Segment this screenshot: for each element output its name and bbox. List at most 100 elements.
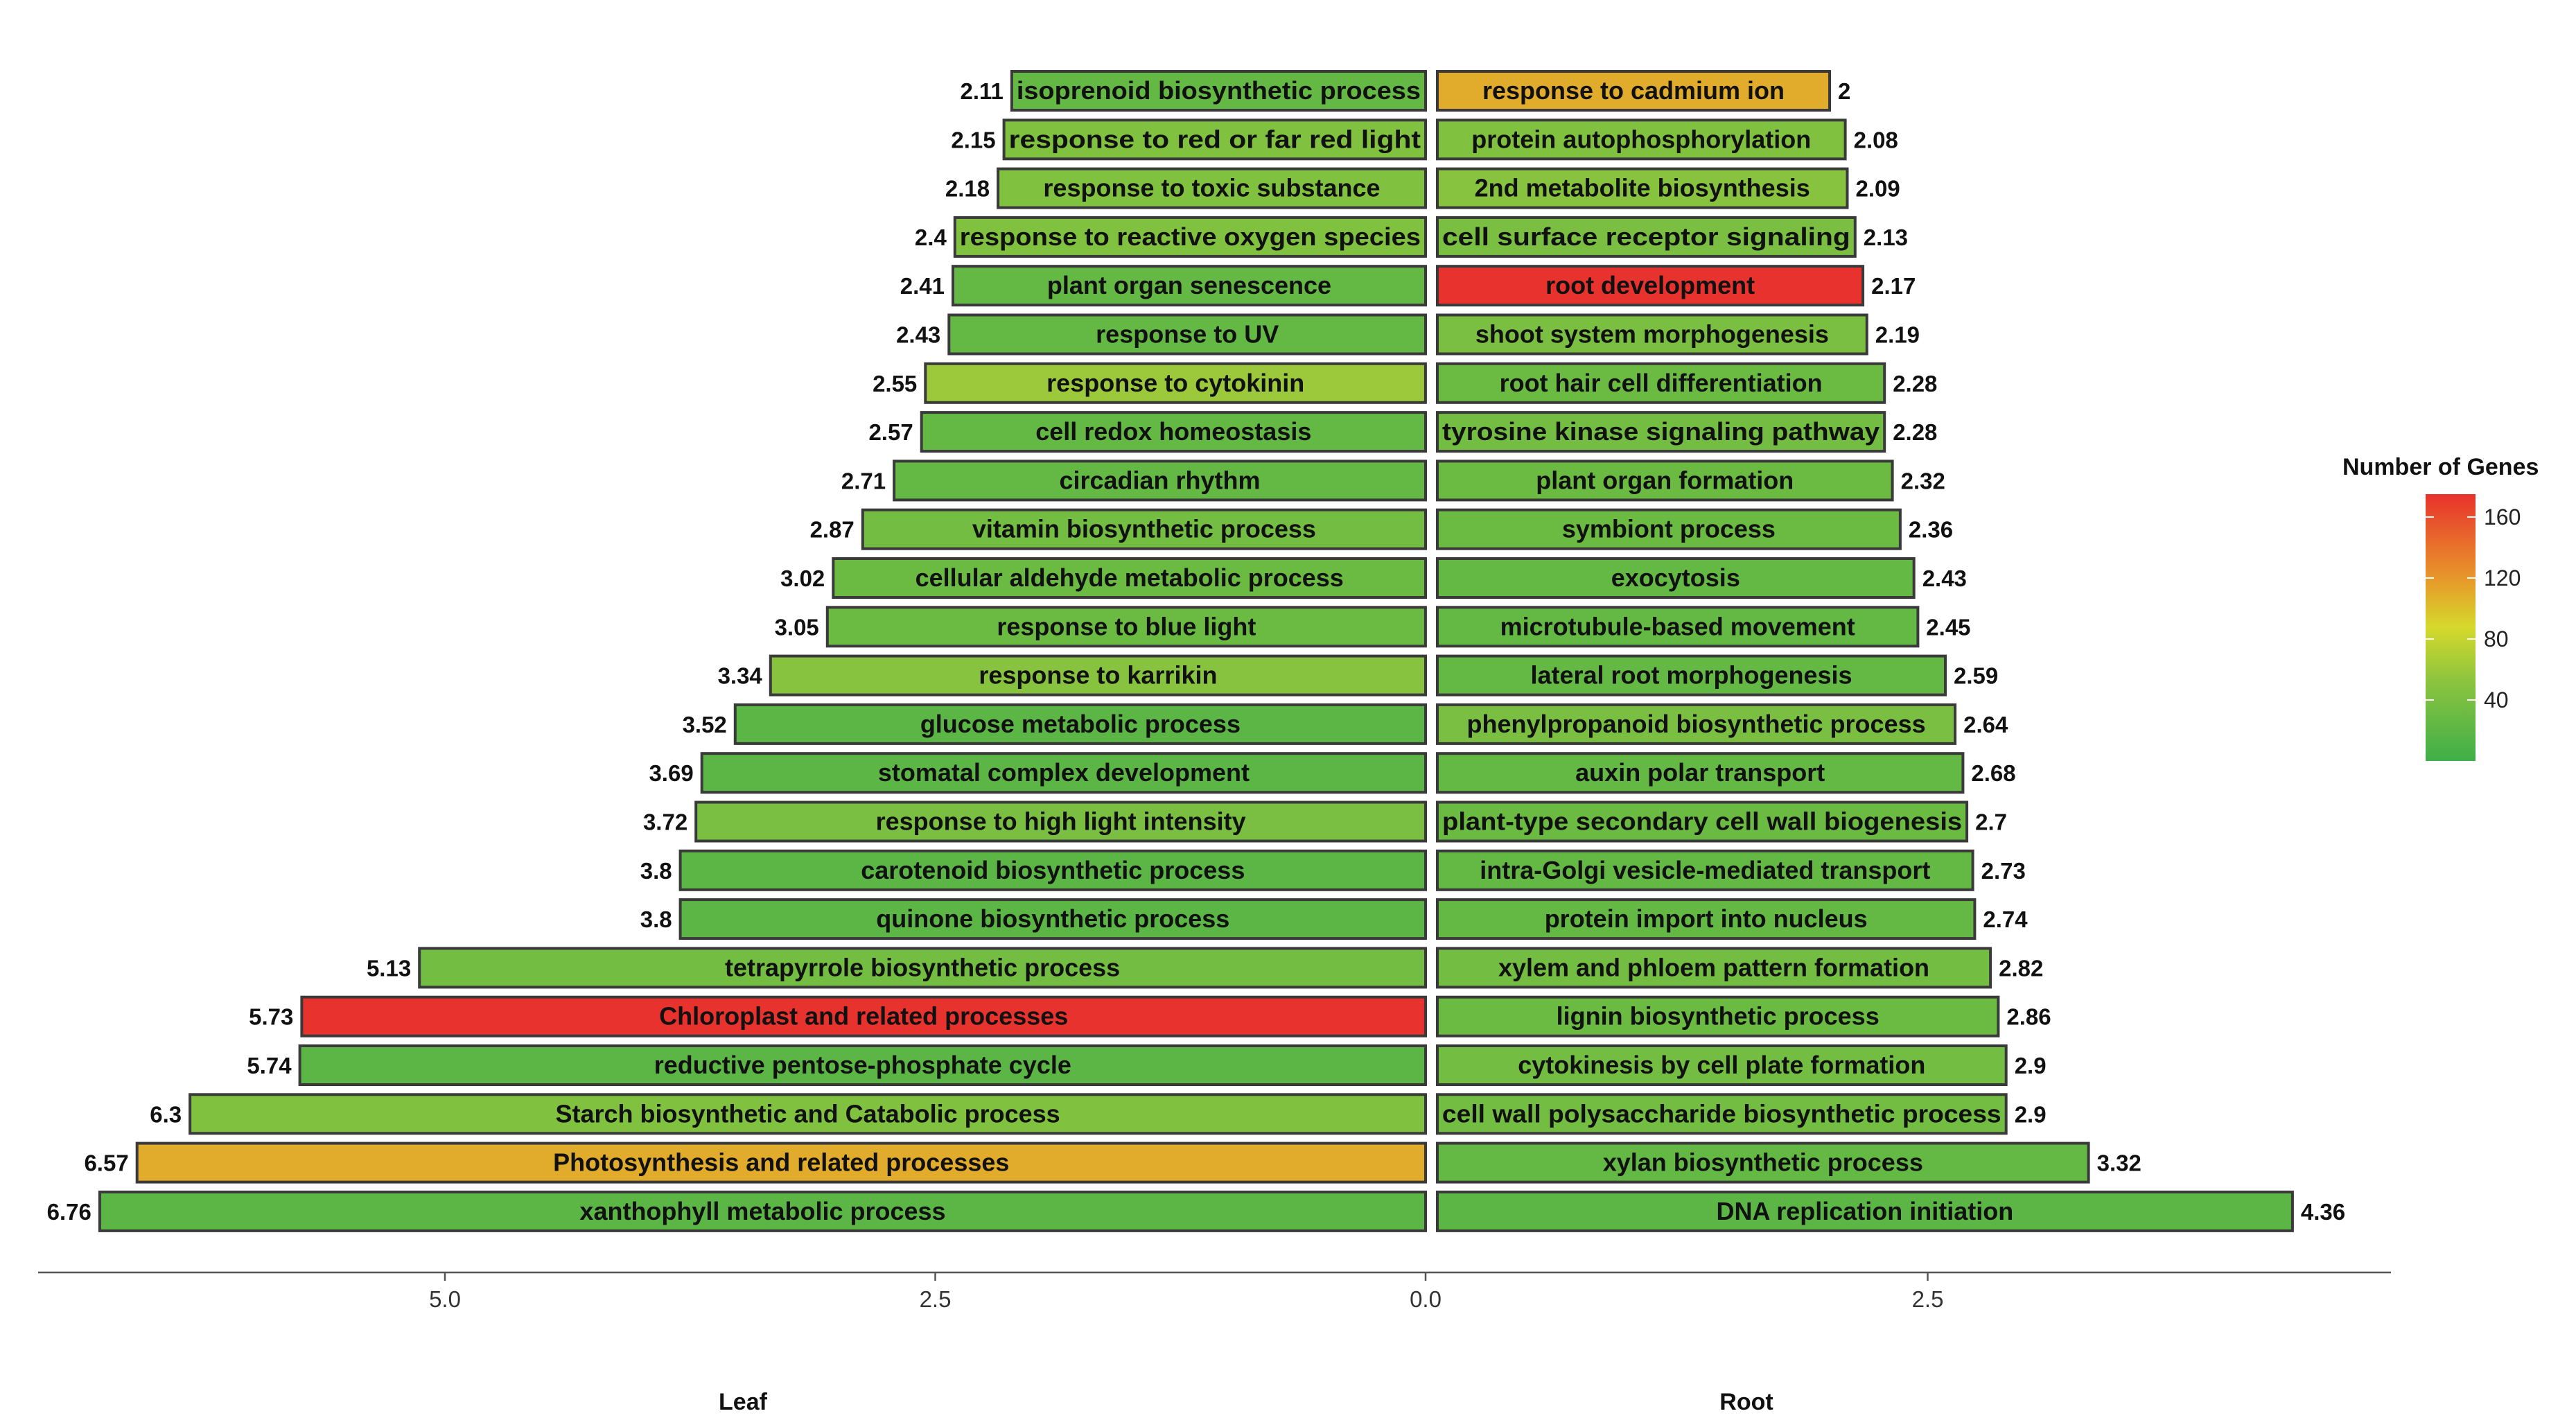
root-axis-label: Root [1719,1389,1773,1415]
right-bar [1436,995,2000,1038]
left-bar-value: 3.52 [683,712,727,737]
left-bar-value: 2.15 [951,127,995,152]
left-bar [861,508,1428,550]
right-bar-term: root development [1545,271,1755,299]
legend-tick-label: 40 [2484,688,2509,712]
left-bar-value: 2.4 [915,225,947,250]
right-bar-term: response to cadmium ion [1482,76,1785,105]
left-bar-term: circadian rhythm [1059,466,1260,494]
x-axis-tick-label: 5.0 [429,1286,461,1312]
right-bar [1436,216,1857,258]
right-bar-term: root hair cell differentiation [1500,369,1823,397]
right-bar-value: 2.64 [1963,712,2008,737]
right-bar [1436,167,1849,209]
right-bar-term: symbiont process [1562,515,1776,543]
left-bar-value: 3.34 [718,663,763,689]
left-bar-value: 2.43 [896,322,940,348]
right-bar [1436,606,1920,648]
left-bar-value: 6.76 [47,1199,91,1225]
legend: Number of Genes 160 120 80 40 [2342,454,2539,761]
right-bar-term: shoot system morphogenesis [1475,320,1829,349]
right-bar-value: 2.9 [2015,1101,2047,1127]
right-bar [1436,800,1969,843]
right-bar [1436,898,1977,940]
right-bar [1436,265,1865,307]
right-bar-value: 2.59 [1954,663,1998,689]
left-bar-term: isoprenoid biosynthetic process [1017,76,1421,105]
left-bar [733,703,1428,745]
left-bar [1010,70,1427,112]
right-bar [1436,119,1847,161]
left-bar-value: 3.8 [640,858,672,884]
left-bar-term: response to reactive oxygen species [960,222,1421,251]
left-bar-term: stomatal complex development [878,758,1250,787]
right-bar [1436,557,1916,599]
right-bar [1436,70,1831,112]
right-bar-value: 2.86 [2006,1004,2051,1030]
right-bar-term: cell wall polysaccharide biosynthetic pr… [1442,1099,2001,1128]
left-bar-value: 6.3 [150,1101,182,1127]
right-bar [1436,1141,2090,1184]
left-bar [418,947,1428,989]
right-bar-term: microtubule-based movement [1500,612,1855,640]
left-bar-value: 3.72 [643,809,687,835]
right-bar [1436,752,1965,794]
left-bar-value: 2.18 [945,176,990,202]
right-bar-value: 2.28 [1893,371,1937,396]
left-bar-term: response to UV [1096,320,1279,349]
right-bar [1436,411,1886,453]
right-bar-term: auxin polar transport [1575,758,1825,787]
left-bar-term: quinone biosynthetic process [876,904,1229,933]
left-bar [825,606,1427,648]
x-axis-ticks: 5.0 2.5 0.0 2.5 [429,1272,1943,1312]
right-bar-term: exocytosis [1611,563,1740,592]
left-bar-term: Chloroplast and related processes [659,1002,1068,1031]
right-bar-value: 2.08 [1854,127,1898,152]
right-bar [1436,1190,2294,1232]
x-axis-tick-label: 2.5 [1912,1286,1944,1312]
right-bar [1436,508,1902,550]
right-bar [1436,1093,2008,1135]
left-bar-value: 3.05 [775,614,819,640]
left-bar [952,265,1427,307]
right-bar [1436,313,1868,356]
left-bar-value: 2.41 [900,273,945,299]
right-bar-value: 2.09 [1856,176,1900,202]
right-bar-value: 2.13 [1864,225,1908,250]
left-bar [678,898,1427,940]
right-bar-value: 2.9 [2015,1053,2047,1078]
right-bar-term: lateral root morphogenesis [1530,661,1852,690]
right-bar-value: 2.19 [1875,322,1920,348]
right-bar-value: 2 [1838,78,1850,104]
left-bar [769,654,1428,697]
left-bar [678,849,1427,891]
right-bar-value: 2.68 [1971,760,2015,786]
left-bar [1002,119,1427,161]
left-bar-term: response to toxic substance [1043,174,1380,202]
left-bar-term: plant organ senescence [1047,271,1331,299]
left-bar-term: reductive pentose-phosphate cycle [654,1051,1071,1079]
left-bar [924,362,1427,404]
left-bar-value: 5.74 [247,1053,292,1078]
left-bar-value: 3.02 [780,566,825,591]
leaf-axis-label: Leaf [719,1389,768,1415]
legend-title: Number of Genes [2342,454,2539,480]
right-bar-term: xylem and phloem pattern formation [1498,953,1929,981]
right-bar-value: 2.82 [1999,955,2043,981]
right-bar-term: protein autophosphorylation [1471,125,1811,153]
right-bar-term: protein import into nucleus [1545,904,1868,933]
left-bar-value: 5.13 [367,955,411,981]
x-axis-tick-label: 0.0 [1410,1286,1442,1312]
right-bar-value: 2.43 [1922,566,1967,591]
right-bar-value: 2.7 [1975,809,2007,835]
legend-tick-label: 160 [2484,505,2521,529]
left-bar [300,995,1427,1038]
right-bar-value: 2.74 [1983,907,2028,932]
left-bar-term: response to red or far red light [1009,125,1421,153]
left-bar [98,1190,1427,1232]
left-bar-value: 5.73 [249,1004,293,1030]
left-bar [920,411,1427,453]
right-bar-value: 4.36 [2301,1199,2345,1225]
right-bar-term: lignin biosynthetic process [1557,1002,1880,1031]
